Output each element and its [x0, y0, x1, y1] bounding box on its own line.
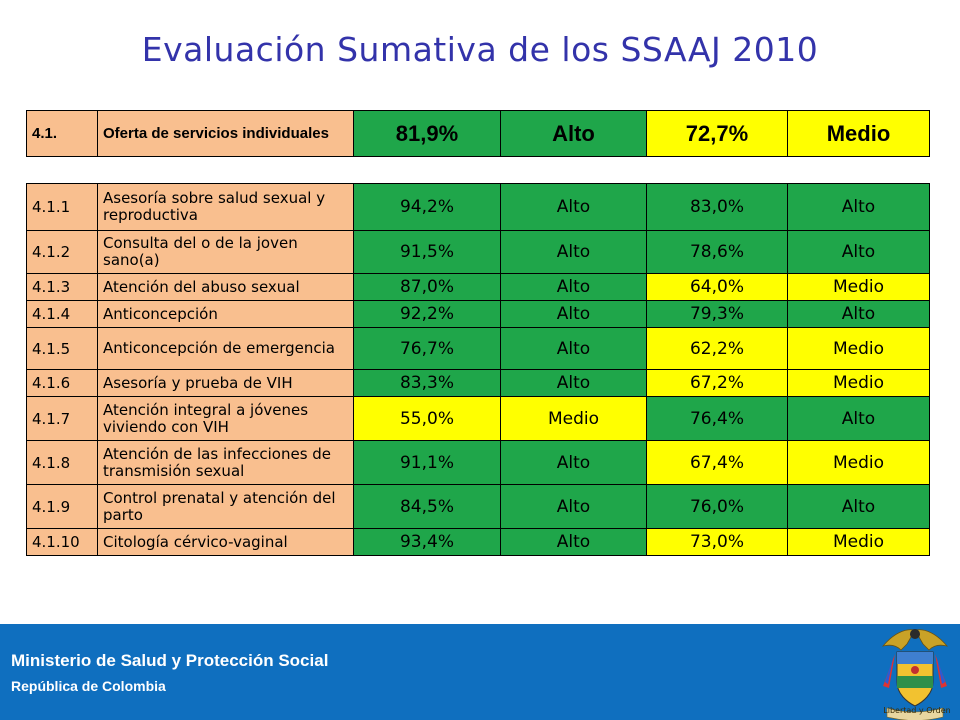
summary-table: 4.1. Oferta de servicios individuales 81… — [26, 110, 930, 157]
row-level-b: Alto — [787, 396, 930, 441]
row-pct-b: 67,4% — [646, 440, 788, 485]
row-pct-b: 64,0% — [646, 273, 788, 301]
row-pct-a: 83,3% — [353, 369, 501, 397]
row-pct-a: 94,2% — [353, 183, 501, 231]
row-level-a: Medio — [500, 396, 647, 441]
republic-name: República de Colombia — [11, 678, 166, 694]
row-pct-a: 76,7% — [353, 327, 501, 370]
row-pct-b: 67,2% — [646, 369, 788, 397]
row-pct-b: 78,6% — [646, 230, 788, 274]
row-label: Anticoncepción — [97, 300, 354, 328]
row-level-a: Alto — [500, 300, 647, 328]
row-code: 4.1.4 — [26, 300, 98, 328]
table-row: 4.1.9 Control prenatal y atención del par… — [26, 484, 930, 529]
row-pct-a: 93,4% — [353, 528, 501, 556]
row-level-b: Medio — [787, 273, 930, 301]
row-level-a: Alto — [500, 327, 647, 370]
row-level-b: Alto — [787, 484, 930, 529]
row-label: Consulta del o de la joven sano(a) — [97, 230, 354, 274]
table-row: 4.1.10 Citología cérvico-vaginal 93,4% Alto… — [26, 528, 930, 556]
summary-level-b: Medio — [787, 110, 930, 157]
row-level-a: Alto — [500, 183, 647, 231]
summary-label: Oferta de servicios individuales — [97, 110, 354, 157]
row-level-b: Alto — [787, 230, 930, 274]
row-label: Atención del abuso sexual — [97, 273, 354, 301]
table-row: 4.1.7 Atención integral a jóvenes viviend… — [26, 396, 930, 441]
detail-table: 4.1.1 Asesoría sobre salud sexual y repro… — [26, 183, 930, 556]
row-level-b: Alto — [787, 183, 930, 231]
row-level-b: Medio — [787, 327, 930, 370]
footer-bar: Ministerio de Salud y Protección Social … — [0, 624, 960, 720]
row-code: 4.1.2 — [26, 230, 98, 274]
row-code: 4.1.8 — [26, 440, 98, 485]
table-row: 4.1.1 Asesoría sobre salud sexual y repro… — [26, 183, 930, 231]
row-pct-a: 91,5% — [353, 230, 501, 274]
row-level-a: Alto — [500, 273, 647, 301]
row-pct-b: 76,4% — [646, 396, 788, 441]
table-row: 4.1.6 Asesoría y prueba de VIH 83,3% Alto 67… — [26, 369, 930, 397]
row-code: 4.1.10 — [26, 528, 98, 556]
row-code: 4.1.7 — [26, 396, 98, 441]
table-row: 4.1.8 Atención de las infecciones de tran… — [26, 440, 930, 485]
row-level-b: Medio — [787, 440, 930, 485]
row-pct-a: 87,0% — [353, 273, 501, 301]
summary-row: 4.1. Oferta de servicios individuales 81… — [26, 110, 930, 157]
row-label: Citología cérvico-vaginal — [97, 528, 354, 556]
row-pct-a: 55,0% — [353, 396, 501, 441]
row-level-a: Alto — [500, 230, 647, 274]
row-code: 4.1.3 — [26, 273, 98, 301]
row-level-b: Medio — [787, 528, 930, 556]
row-level-b: Alto — [787, 300, 930, 328]
row-level-a: Alto — [500, 369, 647, 397]
row-label: Control prenatal y atención del parto — [97, 484, 354, 529]
summary-code: 4.1. — [26, 110, 98, 157]
row-label: Asesoría y prueba de VIH — [97, 369, 354, 397]
row-label: Atención integral a jóvenes viviendo con… — [97, 396, 354, 441]
row-pct-b: 79,3% — [646, 300, 788, 328]
row-label: Asesoría sobre salud sexual y reproducti… — [97, 183, 354, 231]
summary-pct-a: 81,9% — [353, 110, 501, 157]
table-row: 4.1.4 Anticoncepción 92,2% Alto 79,3% Alto — [26, 300, 930, 328]
row-pct-b: 73,0% — [646, 528, 788, 556]
row-level-a: Alto — [500, 440, 647, 485]
crest-motto: Libertad y Orden — [883, 706, 951, 715]
row-label: Atención de las infecciones de transmisi… — [97, 440, 354, 485]
row-code: 4.1.9 — [26, 484, 98, 529]
page-title: Evaluación Sumativa de los SSAAJ 2010 — [141, 30, 819, 69]
ministry-name: Ministerio de Salud y Protección Social — [11, 651, 329, 670]
row-code: 4.1.6 — [26, 369, 98, 397]
row-label: Anticoncepción de emergencia — [97, 327, 354, 370]
row-pct-a: 84,5% — [353, 484, 501, 529]
row-code: 4.1.5 — [26, 327, 98, 370]
row-pct-b: 83,0% — [646, 183, 788, 231]
row-pct-a: 91,1% — [353, 440, 501, 485]
colombia-coat-of-arms-icon — [881, 629, 949, 720]
row-pct-b: 76,0% — [646, 484, 788, 529]
row-level-b: Medio — [787, 369, 930, 397]
row-pct-b: 62,2% — [646, 327, 788, 370]
summary-level-a: Alto — [500, 110, 647, 157]
row-level-a: Alto — [500, 484, 647, 529]
row-code: 4.1.1 — [26, 183, 98, 231]
row-pct-a: 92,2% — [353, 300, 501, 328]
table-row: 4.1.3 Atención del abuso sexual 87,0% Alto 6… — [26, 273, 930, 301]
table-row: 4.1.2 Consulta del o de la joven sano(a) 9… — [26, 230, 930, 274]
summary-pct-b: 72,7% — [646, 110, 788, 157]
table-row: 4.1.5 Anticoncepción de emergencia 76,7% Al… — [26, 327, 930, 370]
row-level-a: Alto — [500, 528, 647, 556]
